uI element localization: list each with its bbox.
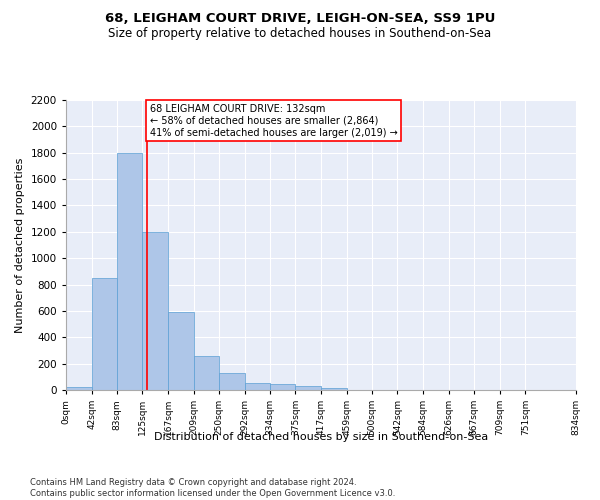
- Bar: [219, 373, 245, 390]
- Text: 68, LEIGHAM COURT DRIVE, LEIGH-ON-SEA, SS9 1PU: 68, LEIGHAM COURT DRIVE, LEIGH-ON-SEA, S…: [105, 12, 495, 26]
- Text: 68 LEIGHAM COURT DRIVE: 132sqm
← 58% of detached houses are smaller (2,864)
41% : 68 LEIGHAM COURT DRIVE: 132sqm ← 58% of …: [150, 104, 398, 138]
- Bar: [117, 152, 142, 390]
- Bar: [295, 386, 321, 390]
- Bar: [142, 232, 168, 390]
- Text: Contains HM Land Registry data © Crown copyright and database right 2024.
Contai: Contains HM Land Registry data © Crown c…: [30, 478, 395, 498]
- Text: Size of property relative to detached houses in Southend-on-Sea: Size of property relative to detached ho…: [109, 28, 491, 40]
- Y-axis label: Number of detached properties: Number of detached properties: [15, 158, 25, 332]
- Bar: [321, 388, 347, 390]
- Bar: [245, 384, 270, 390]
- Text: Distribution of detached houses by size in Southend-on-Sea: Distribution of detached houses by size …: [154, 432, 488, 442]
- Bar: [168, 312, 194, 390]
- Bar: [66, 386, 92, 390]
- Bar: [92, 278, 117, 390]
- Bar: [194, 356, 219, 390]
- Bar: [270, 384, 295, 390]
